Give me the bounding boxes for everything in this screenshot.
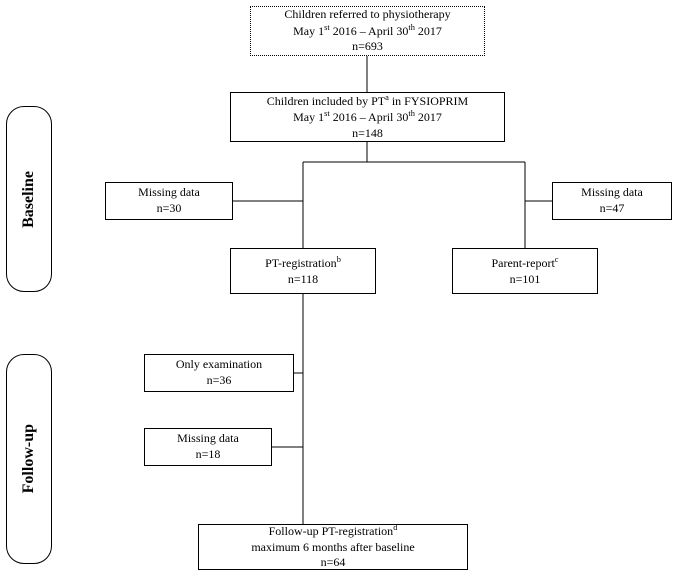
node-only-exam-line0: Only examination [176,357,262,373]
node-only-exam: Only examinationn=36 [144,354,294,392]
node-miss-left-line1: n=30 [157,201,182,217]
node-parent-line1: n=101 [510,272,541,288]
node-miss-follow-line1: n=18 [196,447,221,463]
node-followup-line0: Follow-up PT-registrationd [269,523,398,540]
node-pt-reg-line1: n=118 [288,272,318,288]
node-included-line2: n=148 [352,126,383,142]
node-followup-line1: maximum 6 months after baseline [251,540,414,556]
node-pt-reg: PT-registrationbn=118 [230,248,376,294]
phase-baseline-text: Baseline [20,171,38,228]
phase-followup-text: Follow-up [20,424,38,493]
node-included-line1: May 1st 2016 – April 30th 2017 [293,109,442,126]
node-only-exam-line1: n=36 [207,373,232,389]
node-pt-reg-line0: PT-registrationb [265,255,341,272]
node-included-line0: Children included by PTa in FYSIOPRIM [267,93,468,110]
phase-followup: Follow-up [6,354,52,564]
node-parent: Parent-reportcn=101 [452,248,598,294]
node-miss-right: Missing datan=47 [552,182,672,220]
node-miss-right-line1: n=47 [600,201,625,217]
node-followup-line2: n=64 [321,555,346,571]
node-miss-left-line0: Missing data [138,185,200,201]
node-parent-line0: Parent-reportc [491,255,558,272]
node-referred: Children referred to physiotherapyMay 1s… [250,6,485,56]
node-referred-line1: May 1st 2016 – April 30th 2017 [293,23,442,40]
node-followup: Follow-up PT-registrationdmaximum 6 mont… [198,524,468,570]
node-included: Children included by PTa in FYSIOPRIMMay… [230,92,505,142]
node-miss-right-line0: Missing data [581,185,643,201]
node-miss-follow: Missing datan=18 [144,428,272,466]
node-miss-follow-line0: Missing data [177,431,239,447]
node-referred-line2: n=693 [352,39,383,55]
phase-baseline: Baseline [6,106,52,292]
node-miss-left: Missing datan=30 [105,182,233,220]
node-referred-line0: Children referred to physiotherapy [284,7,450,23]
